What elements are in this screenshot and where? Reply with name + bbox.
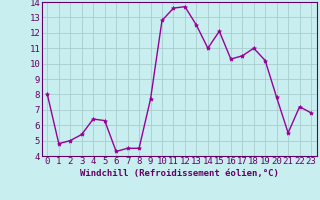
X-axis label: Windchill (Refroidissement éolien,°C): Windchill (Refroidissement éolien,°C): [80, 169, 279, 178]
